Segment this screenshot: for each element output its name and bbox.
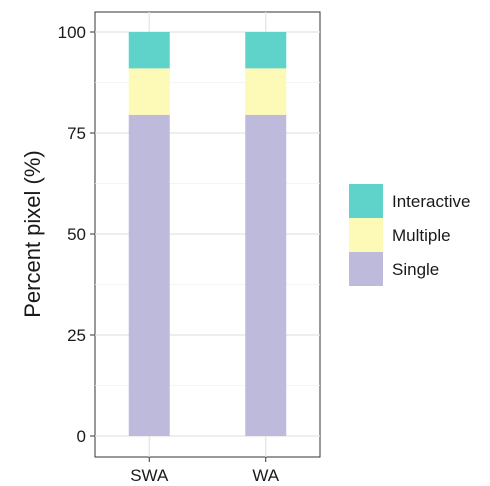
y-tick-label: 50 [67,225,86,244]
bar-segment-swa-single [128,114,170,436]
legend-key-interactive [349,184,383,218]
legend-label-single: Single [392,260,439,279]
y-tick-label: 0 [77,427,86,446]
bar-segment-wa-single [245,114,287,436]
x-axis: SWA WA [130,457,280,485]
legend-label-interactive: Interactive [392,192,470,211]
legend-key-multiple [349,218,383,252]
y-tick-label: 100 [58,23,86,42]
x-tick-label: WA [252,466,279,485]
bar-segment-swa-multiple [128,68,170,115]
bars [128,32,287,436]
y-tick-label: 25 [67,326,86,345]
bar-segment-wa-interactive [245,32,287,69]
y-axis-title: Percent pixel (%) [20,150,45,318]
x-tick-label: SWA [130,466,169,485]
legend-key-single [349,252,383,286]
legend: Interactive Multiple Single [349,184,470,286]
y-axis: 0 25 50 75 100 [58,23,95,446]
y-tick-label: 75 [67,124,86,143]
legend-label-multiple: Multiple [392,226,451,245]
bar-segment-swa-interactive [128,32,170,69]
bar-segment-wa-multiple [245,68,287,115]
